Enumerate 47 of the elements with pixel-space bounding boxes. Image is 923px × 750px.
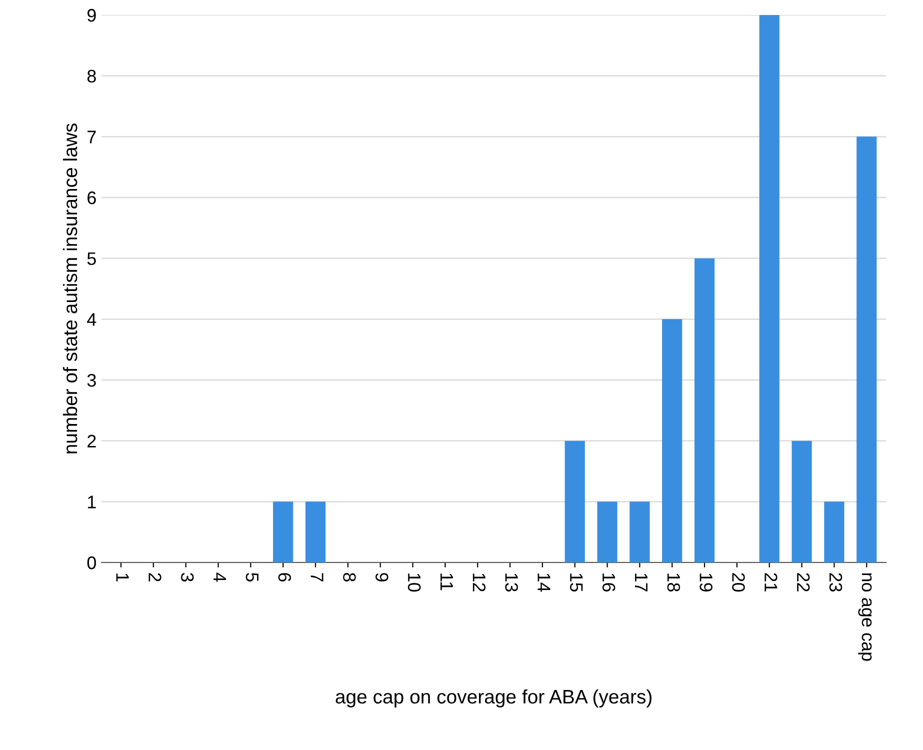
x-tick-label: 10 bbox=[408, 574, 421, 592]
y-tick-label: 7 bbox=[88, 130, 96, 144]
bar bbox=[792, 440, 812, 562]
x-tick-label: 14 bbox=[538, 574, 550, 592]
x-tick-label: 9 bbox=[375, 573, 388, 582]
x-tick-label: 8 bbox=[343, 573, 356, 582]
x-tick-label: 23 bbox=[829, 573, 842, 592]
x-tick-label: 20 bbox=[732, 573, 745, 592]
x-tick-label: 1 bbox=[116, 574, 129, 582]
x-tick-label: 6 bbox=[278, 573, 292, 582]
x-tick-label: 18 bbox=[667, 574, 680, 592]
x-tick-label: 16 bbox=[602, 574, 616, 592]
x-tick-label: 15 bbox=[570, 574, 583, 592]
bar bbox=[273, 502, 294, 562]
x-tick-label: 17 bbox=[635, 574, 648, 592]
bar bbox=[824, 502, 844, 562]
y-tick-label: 9 bbox=[87, 8, 96, 22]
bar bbox=[305, 502, 326, 562]
y-tick-label: 3 bbox=[87, 374, 96, 387]
y-tick-label: 2 bbox=[88, 434, 96, 448]
y-tick-label: 1 bbox=[88, 496, 96, 508]
y-tick-label: 5 bbox=[87, 252, 96, 266]
x-tick-label: 11 bbox=[440, 574, 453, 590]
y-tick-label: 4 bbox=[87, 313, 96, 326]
y-tick-label: 8 bbox=[87, 70, 96, 83]
bar bbox=[856, 136, 877, 562]
bar bbox=[564, 440, 585, 562]
x-tick-label: 5 bbox=[246, 572, 258, 582]
y-axis-title: number of state autism insurance laws bbox=[62, 124, 78, 454]
y-tick-label: 0 bbox=[87, 556, 96, 570]
bar bbox=[694, 258, 715, 562]
x-tick-label: 19 bbox=[700, 574, 712, 592]
x-tick-label: 3 bbox=[180, 572, 194, 582]
x-tick-label: 12 bbox=[472, 574, 486, 592]
x-tick-label: 22 bbox=[797, 573, 810, 592]
bar bbox=[597, 502, 618, 562]
y-tick-label: 6 bbox=[88, 191, 96, 204]
x-tick-label: no age cap bbox=[858, 573, 872, 661]
x-tick-label: 2 bbox=[148, 573, 162, 582]
x-tick-label: 4 bbox=[214, 572, 226, 582]
x-axis-title: age cap on coverage for ABA (years) bbox=[336, 689, 652, 708]
bar bbox=[662, 319, 682, 562]
x-tick-label: 7 bbox=[310, 573, 324, 582]
x-tick-label: 21 bbox=[764, 573, 778, 592]
x-tick-label: 13 bbox=[505, 574, 518, 592]
bar bbox=[759, 15, 780, 562]
bar bbox=[630, 502, 650, 562]
